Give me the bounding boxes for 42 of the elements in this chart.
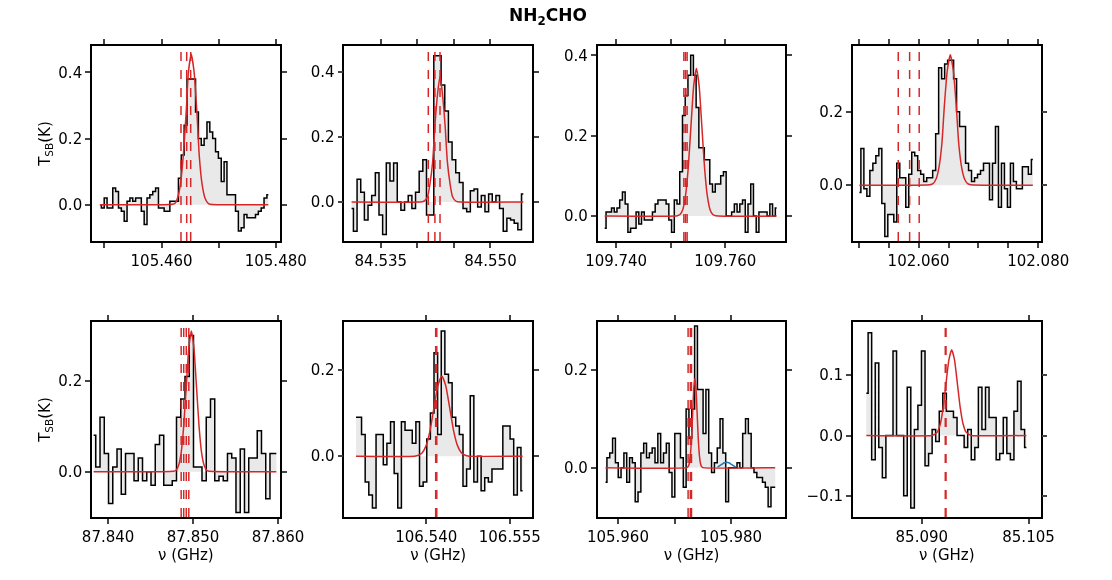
y-tick-label: 0.2: [819, 102, 844, 121]
y-tick-label: 0.0: [563, 207, 588, 226]
x-tick-label: 102.080: [1007, 251, 1070, 270]
x-axis-title: ν (GHz): [663, 545, 720, 564]
x-tick-label: 85.105: [1002, 527, 1055, 546]
x-tick-label: 105.980: [700, 527, 763, 546]
x-tick-label: 105.460: [130, 251, 193, 270]
x-tick-label: 105.480: [244, 251, 307, 270]
y-tick-label: 0.0: [819, 426, 844, 445]
y-tick-label: 0.2: [58, 372, 83, 391]
x-tick-label: 106.540: [395, 527, 458, 546]
x-tick-label: 102.060: [887, 251, 950, 270]
y-tick-label: 0.2: [563, 126, 588, 145]
x-tick-label: 84.550: [464, 251, 517, 270]
y-tick-label: 0.4: [310, 63, 335, 82]
y-tick-label: 0.0: [58, 195, 83, 214]
x-tick-label: 109.760: [694, 251, 757, 270]
x-axis-title: ν (GHz): [410, 545, 467, 564]
y-tick-label: 0.4: [563, 46, 588, 65]
y-tick-label: 0.2: [58, 129, 83, 148]
y-tick-label: 0.0: [58, 462, 83, 481]
text: NH$_{2}$CHO: [509, 5, 587, 28]
x-tick-label: 106.555: [478, 527, 541, 546]
y-tick-label: 0.2: [310, 128, 335, 147]
x-tick-label: 87.850: [166, 527, 220, 546]
x-tick-label: 85.090: [895, 527, 949, 546]
y-tick-label: 0.2: [310, 361, 335, 380]
x-tick-label: 105.960: [586, 527, 649, 546]
y-tick-label: −0.1: [806, 487, 844, 506]
x-axis-title: ν (GHz): [918, 545, 975, 564]
x-tick-label: 87.840: [81, 527, 135, 546]
y-tick-label: 0.4: [58, 63, 83, 82]
x-tick-label: 84.535: [354, 251, 408, 270]
y-tick-label: 0.1: [819, 366, 844, 385]
y-tick-label: 0.0: [819, 176, 844, 195]
x-tick-label: 87.860: [251, 527, 305, 546]
y-tick-label: 0.2: [563, 361, 588, 380]
y-tick-label: 0.0: [310, 193, 335, 212]
x-tick-label: 109.740: [585, 251, 648, 270]
x-axis-title: ν (GHz): [158, 545, 214, 564]
y-tick-label: 0.0: [563, 458, 588, 477]
y-tick-label: 0.0: [310, 447, 335, 466]
